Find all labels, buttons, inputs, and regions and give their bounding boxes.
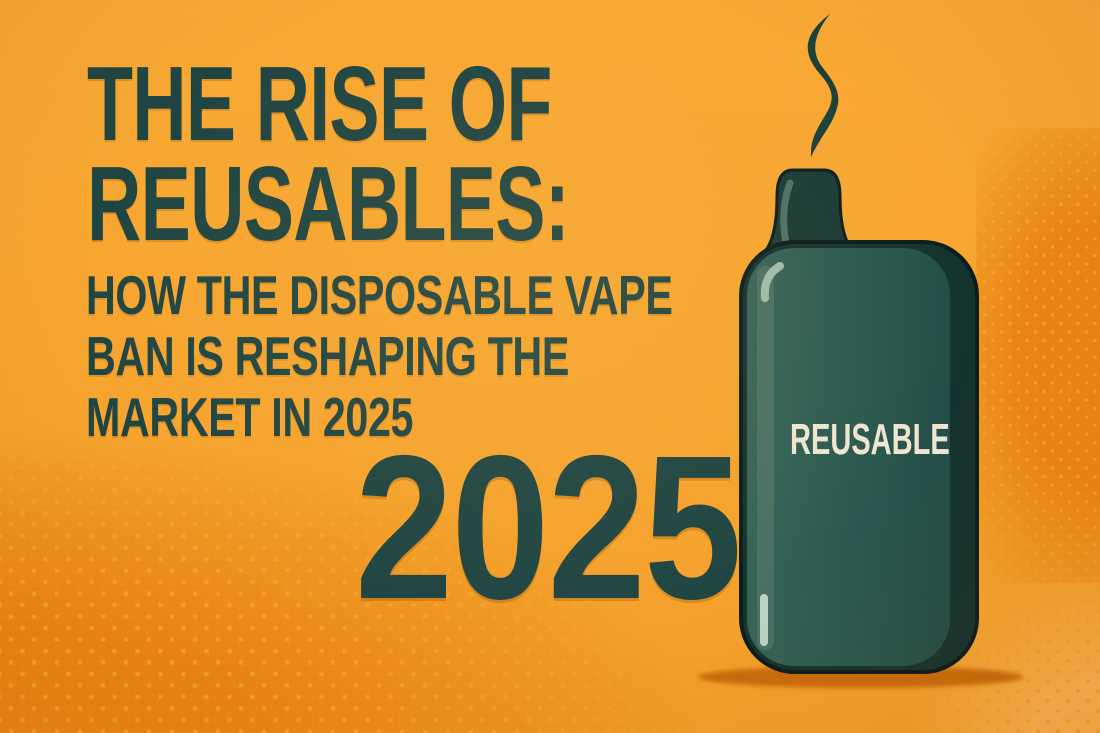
device-label: REUSABLE [790, 415, 950, 464]
title-line-1: THE RISE OF [87, 45, 552, 163]
vape-highlight-top [760, 262, 784, 302]
subtitle: HOW THE DISPOSABLE VAPE BAN IS RESHAPING… [86, 265, 673, 448]
mouthpiece-highlight [780, 179, 794, 247]
year-2025-display: 2025 [355, 413, 742, 642]
halftone-pattern-bottom-left [0, 375, 758, 733]
vape-body-face [747, 248, 950, 666]
main-title: THE RISE OF REUSABLES: [87, 45, 570, 263]
subtitle-line-2: BAN IS RESHAPING THE [86, 325, 569, 387]
halftone-pattern-right [976, 128, 1100, 583]
subtitle-line-1: HOW THE DISPOSABLE VAPE [86, 264, 673, 326]
smoke-wisp-icon [807, 14, 839, 157]
subtitle-line-3: MARKET IN 2025 [86, 386, 414, 448]
title-line-2: REUSABLES: [87, 145, 570, 263]
vape-illustration [698, 14, 1024, 688]
vape-highlight-band [757, 266, 774, 650]
